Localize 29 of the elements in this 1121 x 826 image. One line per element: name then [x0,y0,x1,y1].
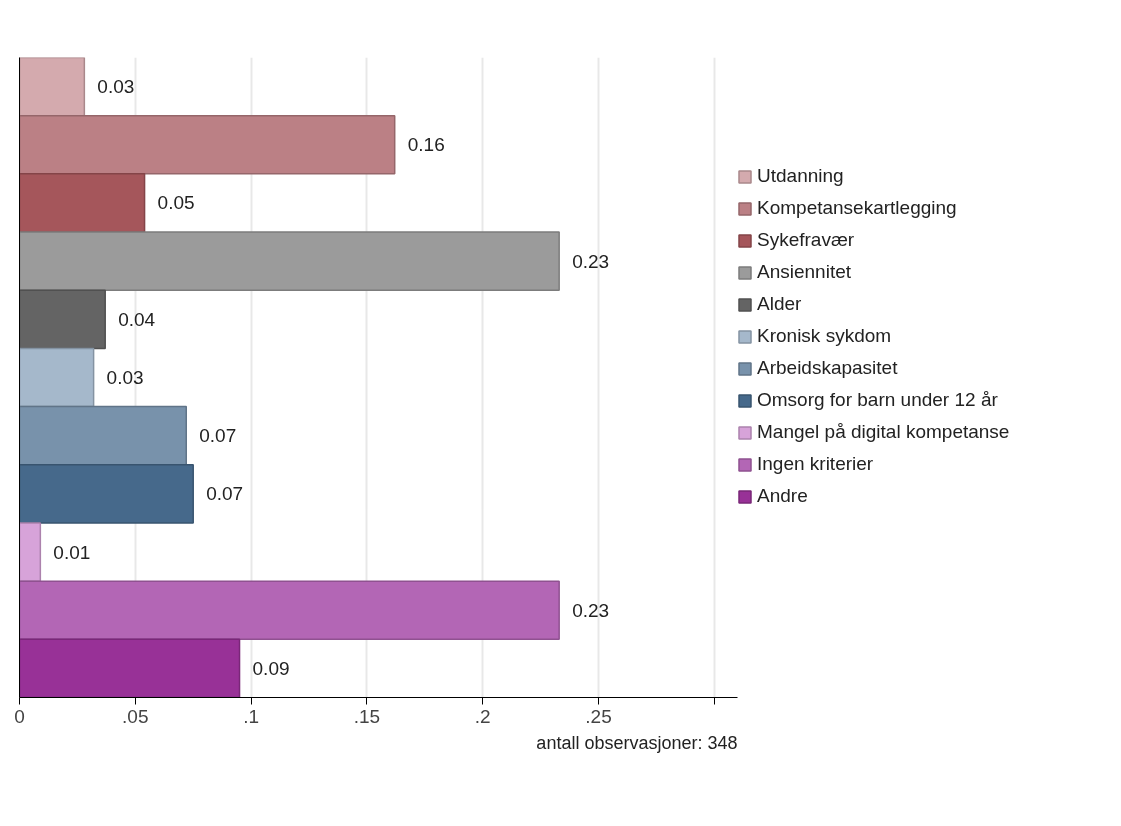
legend-label: Ingen kriterier [757,453,874,475]
data-label: 0.03 [97,76,135,98]
legend-label: Sykefravær [757,229,855,251]
data-label: 0.05 [157,192,195,214]
legend-label: Ansiennitet [757,261,852,283]
x-tick-label: .2 [474,705,491,727]
text: antall observasjoner: 348 [536,732,738,753]
data-label: 0.23 [572,599,610,621]
legend-label: Alder [757,293,802,315]
data-label: 0.16 [407,134,445,156]
data-label: 0.09 [252,657,290,679]
data-label: 0.23 [572,250,610,272]
x-tick-label: 0 [14,705,25,727]
data-label: 0.03 [106,367,144,388]
data-label: 0.07 [206,483,244,505]
data-label: 0.04 [118,308,156,330]
data-label: 0.01 [53,541,91,563]
legend-label: Kompetansekartlegging [757,197,957,219]
legend-label: Kronisk sykdom [757,325,892,347]
legend-label: Mangel på digital kompetanse [757,421,1010,443]
legend-label: Arbeidskapasitet [757,357,898,379]
legend-label: Utdanning [757,165,844,187]
legend-label: Andre [757,485,808,507]
data-label: 0.07 [199,425,237,447]
x-tick-label: .1 [243,705,260,727]
x-tick-label: .15 [353,705,381,727]
legend-label: Omsorg for barn under 12 år [757,389,998,411]
x-tick-label: .05 [122,705,149,727]
x-tick-label: .25 [585,705,612,727]
